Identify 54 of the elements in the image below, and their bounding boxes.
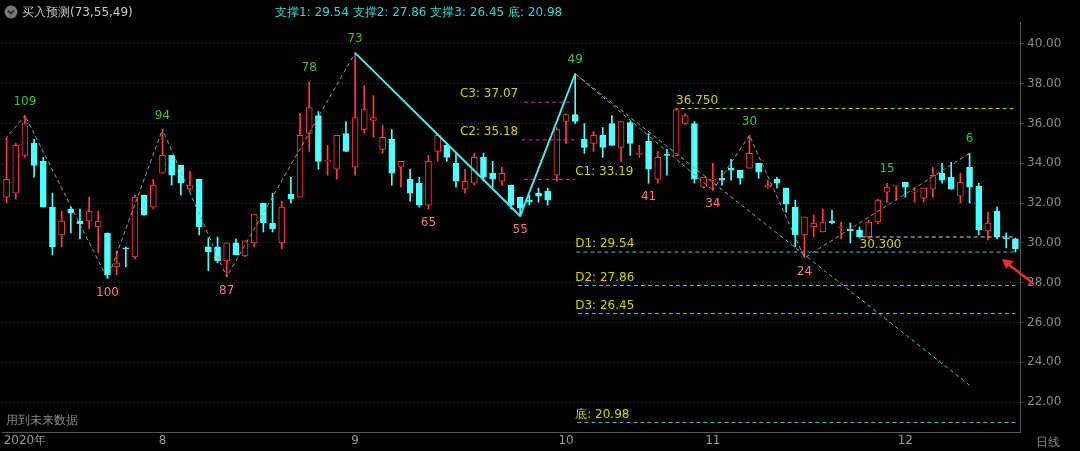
data-label: D1: 29.54 — [575, 236, 635, 251]
y-tick-label: 40.00 — [1027, 36, 1062, 51]
candlestick — [122, 246, 130, 268]
data-label: 36.750 — [676, 92, 719, 107]
annotation: 109 — [13, 93, 37, 108]
data-label: D2: 27.86 — [575, 269, 635, 284]
x-tick-label: 8 — [158, 433, 167, 448]
x-tick-label: 9 — [351, 433, 359, 448]
annotation: 65 — [420, 215, 437, 230]
annotation: 100 — [96, 284, 119, 299]
annotation: 49 — [567, 51, 583, 66]
data-label: C3: 37.07 — [459, 86, 519, 101]
annotation: 24 — [796, 263, 813, 278]
candlestick — [94, 210, 102, 254]
annotation: 87 — [219, 282, 235, 297]
annotation: 73 — [347, 30, 363, 45]
candlestick — [709, 162, 717, 191]
annotation: 34 — [705, 196, 721, 211]
x-tick-label: 10 — [558, 433, 574, 448]
y-tick-label: 34.00 — [1027, 155, 1062, 170]
y-tick-label: 32.00 — [1027, 195, 1062, 210]
text: 日线 — [1036, 434, 1060, 451]
annotation: 15 — [879, 161, 895, 176]
y-tick-label: 26.00 — [1027, 314, 1062, 329]
data-label: C1: 33.19 — [575, 163, 634, 178]
y-tick-label: 22.00 — [1027, 394, 1062, 409]
data-label: 底: 20.98 — [575, 406, 630, 421]
data-label: C2: 35.18 — [459, 123, 519, 138]
candlestick — [397, 160, 405, 188]
y-tick-label: 24.00 — [1027, 354, 1062, 369]
candlestick — [571, 73, 579, 124]
data-label: 30.300 — [859, 237, 902, 252]
y-tick-label: 28.00 — [1027, 274, 1062, 289]
annotation: 30 — [741, 113, 758, 128]
candlestick — [892, 184, 900, 201]
chart-title: 买入预测(73,55,49) — [22, 4, 133, 21]
y-tick-label: 36.00 — [1027, 115, 1062, 130]
annotation: 94 — [154, 107, 171, 122]
x-tick-label: 2020年 — [3, 433, 47, 448]
y-tick-label: 30.00 — [1027, 235, 1062, 250]
annotation: 78 — [301, 59, 317, 74]
annotation: 用到未来数据 — [6, 412, 78, 429]
annotation: 41 — [640, 189, 657, 204]
candlestick — [837, 221, 845, 240]
x-tick-label: 12 — [897, 433, 913, 448]
y-tick-label: 38.00 — [1027, 75, 1062, 90]
candlestick — [186, 170, 194, 192]
annotation: 6 — [965, 131, 974, 146]
annotation: 55 — [512, 222, 528, 237]
chart-subtitle: 支撑1: 29.54 支撑2: 27.86 支撑3: 26.45 底: 20.98 — [275, 4, 563, 21]
candlestick — [1002, 232, 1010, 249]
x-tick-label: 11 — [705, 433, 721, 448]
candlestick — [727, 159, 735, 181]
data-label: D3: 26.45 — [575, 297, 635, 312]
